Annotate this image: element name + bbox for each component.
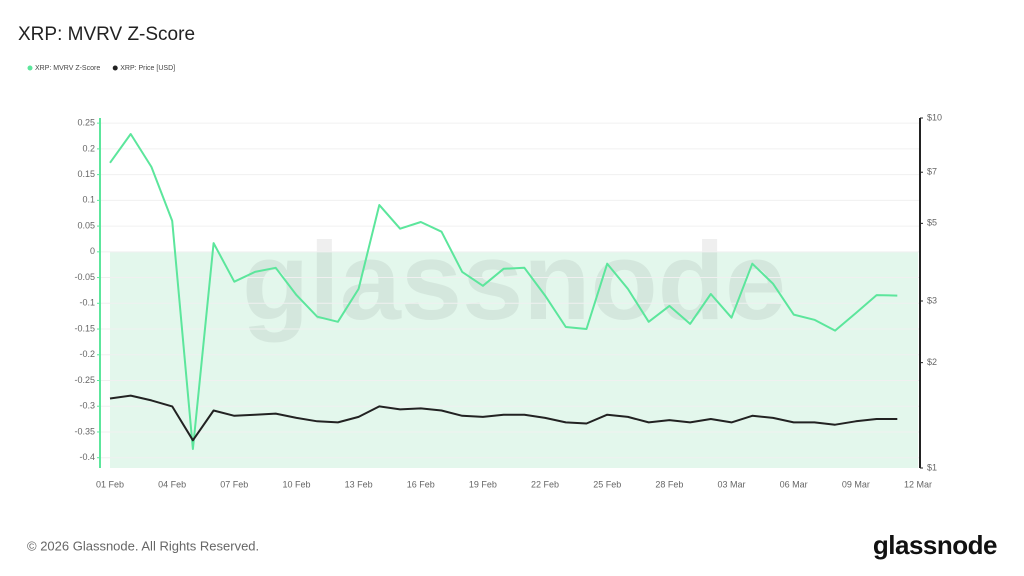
x-tick-label: 13 Feb — [345, 479, 373, 489]
legend-marker — [112, 65, 118, 71]
chart-title: XRP: MVRV Z-Score — [18, 24, 195, 45]
x-tick-label: 01 Feb — [96, 479, 124, 489]
x-tick-label: 07 Feb — [220, 479, 248, 489]
y-tick-label: 0.15 — [77, 169, 95, 179]
y-tick-label: -0.2 — [79, 349, 95, 359]
y2-tick-label: $5 — [927, 218, 937, 228]
y2-tick-label: $2 — [927, 357, 937, 367]
series-line — [109, 394, 898, 442]
watermark: glassnode — [242, 220, 786, 343]
legend-marker — [27, 65, 33, 71]
y-tick-label: -0.05 — [74, 272, 95, 282]
y-tick-label: 0.1 — [82, 195, 95, 205]
y2-tick-label: $7 — [927, 167, 937, 177]
y2-tick-label: $10 — [927, 112, 942, 122]
y2-tick-label: $3 — [927, 295, 937, 305]
x-tick-label: 19 Feb — [469, 479, 497, 489]
x-tick-label: 25 Feb — [593, 479, 621, 489]
x-tick-label: 16 Feb — [407, 479, 435, 489]
y-tick-label: -0.25 — [74, 375, 95, 385]
copyright: © 2026 Glassnode. All Rights Reserved. — [27, 538, 259, 553]
x-tick-label: 06 Mar — [780, 479, 808, 489]
y-tick-label: 0.05 — [77, 220, 95, 230]
y-tick-label: -0.4 — [79, 452, 95, 462]
x-tick-label: 04 Feb — [158, 479, 186, 489]
x-tick-label: 28 Feb — [655, 479, 683, 489]
y-tick-label: -0.1 — [79, 298, 95, 308]
y-tick-label: -0.35 — [74, 426, 95, 436]
legend-label: XRP: MVRV Z-Score — [35, 65, 100, 72]
series-line — [109, 133, 898, 450]
logo: glassnode — [873, 530, 997, 560]
y-tick-label: 0.2 — [82, 143, 95, 153]
y-tick-label: 0 — [90, 246, 95, 256]
x-tick-label: 12 Mar — [904, 479, 932, 489]
y2-tick-label: $1 — [927, 462, 937, 472]
x-tick-label: 03 Mar — [718, 479, 746, 489]
y-tick-label: -0.3 — [79, 401, 95, 411]
x-tick-label: 10 Feb — [282, 479, 310, 489]
y-tick-label: -0.15 — [74, 323, 95, 333]
x-tick-label: 09 Mar — [842, 479, 870, 489]
legend-label: XRP: Price [USD] — [120, 65, 175, 72]
x-tick-label: 22 Feb — [531, 479, 559, 489]
y-tick-label: 0.25 — [77, 118, 95, 128]
